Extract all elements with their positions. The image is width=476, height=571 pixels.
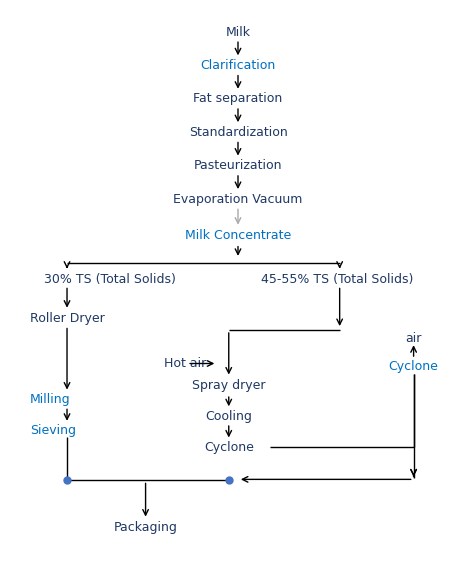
Text: Sieving: Sieving [30,424,76,437]
Text: Cyclone: Cyclone [389,360,438,373]
Text: Packaging: Packaging [114,521,178,534]
Text: Spray dryer: Spray dryer [192,379,266,392]
Text: Cooling: Cooling [205,410,252,423]
Text: Milling: Milling [30,393,70,406]
Text: Milk: Milk [226,26,250,38]
Text: 45-55% TS (Total Solids): 45-55% TS (Total Solids) [261,274,414,287]
Text: Hot air: Hot air [164,357,206,370]
Text: air: air [406,332,422,345]
Text: Pasteurization: Pasteurization [194,159,282,172]
Text: Clarification: Clarification [200,59,276,72]
Text: Fat separation: Fat separation [193,93,283,106]
Text: 30% TS (Total Solids): 30% TS (Total Solids) [44,274,176,287]
Text: Standardization: Standardization [188,126,288,139]
Text: Roller Dryer: Roller Dryer [30,312,105,325]
Text: Milk Concentrate: Milk Concentrate [185,229,291,242]
Text: Evaporation Vacuum: Evaporation Vacuum [173,192,303,206]
Text: Cyclone: Cyclone [204,441,254,453]
